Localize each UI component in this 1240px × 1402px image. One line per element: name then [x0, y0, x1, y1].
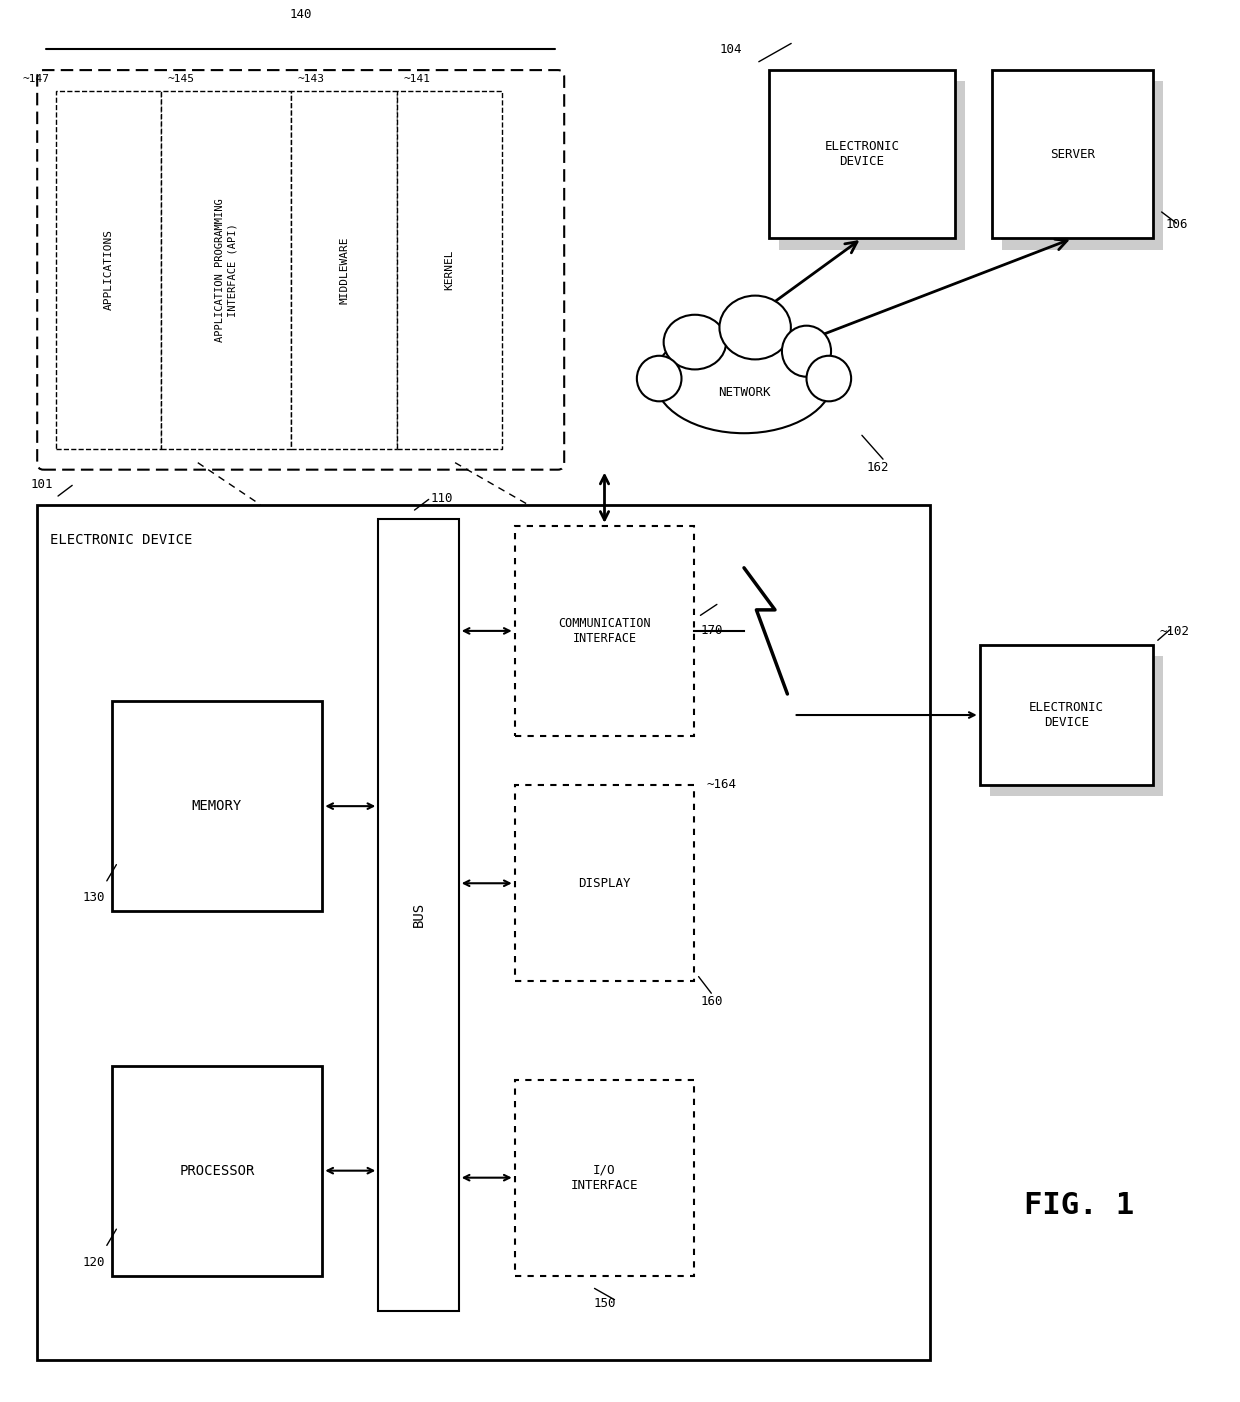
FancyBboxPatch shape	[112, 701, 322, 911]
Text: 160: 160	[701, 995, 723, 1008]
Text: APPLICATION PROGRAMMING
INTERFACE (API): APPLICATION PROGRAMMING INTERFACE (API)	[216, 198, 237, 342]
Text: 106: 106	[1166, 219, 1188, 231]
Text: 104: 104	[719, 43, 742, 56]
Text: DISPLAY: DISPLAY	[578, 876, 631, 890]
Text: KERNEL: KERNEL	[444, 250, 455, 290]
FancyBboxPatch shape	[769, 70, 955, 238]
Bar	[397, 91, 502, 449]
Bar	[1002, 81, 1163, 250]
Ellipse shape	[719, 296, 791, 359]
Bar	[378, 519, 459, 1311]
Ellipse shape	[637, 356, 682, 401]
Text: BUS: BUS	[412, 903, 425, 927]
Text: ~164: ~164	[707, 778, 737, 791]
FancyBboxPatch shape	[37, 70, 564, 470]
Text: 162: 162	[867, 460, 889, 474]
Bar	[779, 81, 965, 250]
Text: 150: 150	[593, 1297, 616, 1309]
Text: ELECTRONIC
DEVICE: ELECTRONIC DEVICE	[825, 140, 899, 168]
Text: 110: 110	[432, 492, 454, 505]
Text: ELECTRONIC DEVICE: ELECTRONIC DEVICE	[50, 533, 192, 547]
Text: 130: 130	[83, 892, 105, 904]
Text: MIDDLEWARE: MIDDLEWARE	[339, 236, 350, 304]
Text: APPLICATIONS: APPLICATIONS	[103, 230, 114, 310]
Text: 101: 101	[31, 478, 53, 491]
Text: 140: 140	[289, 8, 312, 21]
FancyBboxPatch shape	[992, 70, 1153, 238]
Text: PROCESSOR: PROCESSOR	[180, 1164, 254, 1178]
Text: ~147: ~147	[22, 74, 50, 84]
Text: 120: 120	[83, 1256, 105, 1269]
Ellipse shape	[663, 314, 727, 369]
Text: ~141: ~141	[403, 74, 430, 84]
FancyBboxPatch shape	[515, 1080, 694, 1276]
Bar	[56, 91, 161, 449]
Bar	[990, 656, 1163, 796]
Ellipse shape	[806, 356, 851, 401]
Text: NETWORK: NETWORK	[718, 386, 770, 400]
Text: FIG. 1: FIG. 1	[1024, 1192, 1133, 1220]
Text: ~143: ~143	[298, 74, 325, 84]
FancyBboxPatch shape	[515, 785, 694, 981]
Bar	[291, 91, 397, 449]
FancyBboxPatch shape	[980, 645, 1153, 785]
Ellipse shape	[655, 324, 833, 433]
FancyBboxPatch shape	[112, 1066, 322, 1276]
Text: COMMUNICATION
INTERFACE: COMMUNICATION INTERFACE	[558, 617, 651, 645]
Text: ELECTRONIC
DEVICE: ELECTRONIC DEVICE	[1029, 701, 1104, 729]
Ellipse shape	[782, 325, 831, 377]
FancyBboxPatch shape	[515, 526, 694, 736]
Text: MEMORY: MEMORY	[192, 799, 242, 813]
Text: ~102: ~102	[1159, 625, 1189, 638]
Text: 170: 170	[701, 624, 723, 638]
Text: ~145: ~145	[167, 74, 195, 84]
Text: I/O
INTERFACE: I/O INTERFACE	[570, 1164, 639, 1192]
Bar	[161, 91, 291, 449]
Bar	[37, 505, 930, 1360]
Text: SERVER: SERVER	[1050, 147, 1095, 161]
